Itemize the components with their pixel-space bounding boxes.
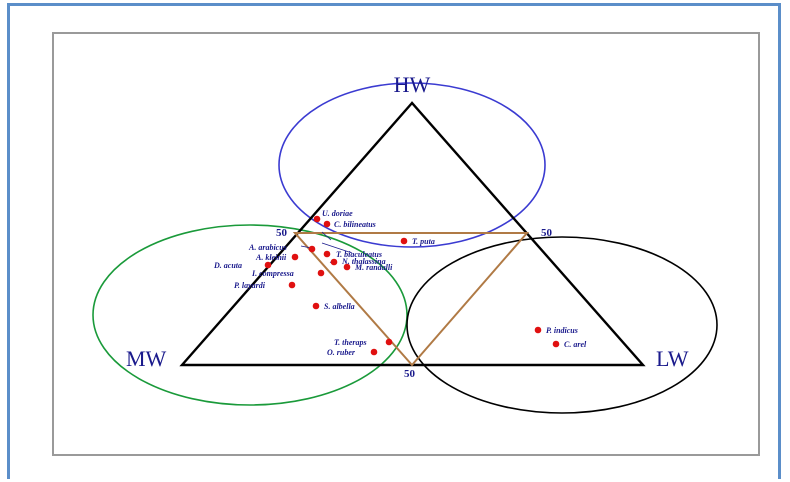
point-d-acuta [264,261,272,269]
outer-frame [7,3,781,479]
species-label: D. acuta [213,261,242,270]
point-n-thalassina [330,258,338,266]
species-label: P. indicus [546,326,578,335]
species-label: A. arabicus [248,243,287,252]
corner-label-lw: LW [656,346,689,371]
species-label: A. kleinii [255,253,287,262]
species-label: N. thalassina [341,257,386,266]
point-s-albella [312,302,320,310]
point-i-compressa [317,269,325,277]
point-p-layardi [288,281,296,289]
lw-circle [406,236,718,414]
point-t-puta [400,237,408,245]
species-label: T. theraps [334,338,367,347]
midpoint-label-right: 50 [541,227,553,239]
mw-circle [92,224,408,406]
species-label: C. bilineatus [334,220,376,229]
point-o-ruber [370,348,378,356]
point-t-biaculeatus [323,250,331,258]
inner-triangle [292,232,530,367]
species-label: C. arel [564,340,587,349]
hw-circle [278,82,546,248]
point-p-indicus [534,326,542,334]
point-a-arabicus [308,245,316,253]
midpoint-label-bottom: 50 [404,368,416,380]
point-a-kleinii [291,253,299,261]
point-u-doriae [313,215,321,223]
corner-label-mw: MW [126,346,167,371]
species-label: U. doriae [322,209,353,218]
corner-label-hw: HW [394,72,431,97]
figure-frame [52,32,760,456]
point-c-arel [552,340,560,348]
species-label: O. ruber [327,348,356,357]
species-label: T. biaculeatus [336,250,382,259]
species-label: M. randalli [354,263,393,272]
data-points [264,215,560,356]
species-label: S. albella [324,302,355,311]
species-label: P. layardi [234,281,266,290]
point-c-bilineatus [323,220,331,228]
species-label: I. compressa [251,269,294,278]
species-label: T. puta [412,237,435,246]
midpoint-label-left: 50 [276,227,288,239]
point-t-theraps [385,338,393,346]
point-m-randalli [343,263,351,271]
